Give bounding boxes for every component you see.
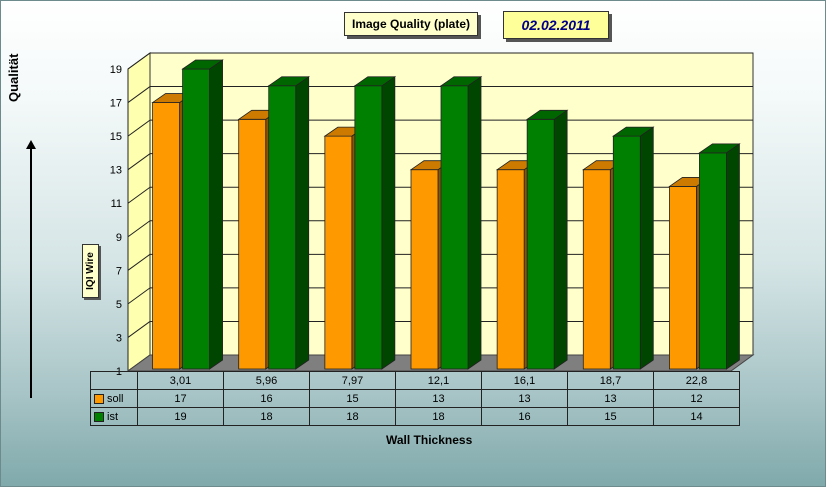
gridline-side (127, 52, 151, 70)
ist-value-cell: 18 (309, 407, 396, 426)
data-table-soll-row: soll 17 16 15 13 13 13 12 (90, 389, 740, 408)
ist-value-cell: 18 (223, 407, 310, 426)
bar-ist (181, 59, 224, 370)
bar-ist (698, 143, 741, 370)
bar-ist (353, 76, 397, 370)
gridline-side (127, 86, 151, 103)
soll-value-cell: 17 (137, 389, 224, 408)
x-axis-label: Wall Thickness (386, 433, 473, 447)
soll-value-cell: 16 (223, 389, 310, 408)
gridline-side (127, 119, 151, 137)
y-tick-label: 13 (110, 165, 122, 177)
ist-value-cell: 16 (481, 407, 568, 426)
legend-label-ist: ist (107, 410, 118, 423)
soll-value-cell: 13 (567, 389, 654, 408)
legend-soll: soll (90, 389, 138, 408)
data-table-ist-row: ist 19 18 18 18 16 15 14 (90, 407, 740, 426)
arrow-head-icon (26, 140, 36, 149)
category-cell: 16,1 (481, 371, 568, 390)
soll-value-cell: 15 (309, 389, 396, 408)
bar-ist (439, 76, 483, 370)
bar-ist (525, 109, 569, 370)
category-cell: 7,97 (309, 371, 396, 390)
gridline-side (127, 186, 151, 204)
y-tick-label: 15 (110, 131, 122, 143)
soll-value-cell: 13 (395, 389, 482, 408)
category-cell: 3,01 (137, 371, 224, 390)
data-table: 3,01 5,96 7,97 12,1 16,1 18,7 22,8 soll … (90, 371, 740, 426)
y-tick-label: 5 (116, 299, 122, 311)
chart-title: Image Quality (plate) (344, 12, 478, 36)
gridline-side (127, 253, 151, 271)
up-arrow-icon (30, 146, 32, 398)
y-axis-label-box: IQI Wire (82, 244, 99, 298)
ist-value-cell: 14 (653, 407, 740, 426)
category-cell: 12,1 (395, 371, 482, 390)
bar-ist (612, 126, 655, 370)
y-tick-label: 3 (116, 332, 122, 344)
legend-swatch-ist (94, 411, 104, 422)
data-table-category-row: 3,01 5,96 7,97 12,1 16,1 18,7 22,8 (90, 371, 740, 390)
soll-value-cell: 13 (481, 389, 568, 408)
bar-ist (267, 76, 310, 370)
y-tick-label: 9 (116, 232, 122, 244)
gridline-side (127, 321, 151, 338)
category-cell: 18,7 (567, 371, 654, 390)
gridline-side (127, 287, 151, 305)
chart-date: 02.02.2011 (503, 11, 609, 39)
y-tick-label: 17 (110, 98, 122, 110)
gridline-side (127, 220, 151, 238)
y-tick-label: 11 (111, 198, 122, 210)
ist-value-cell: 18 (395, 407, 482, 426)
ist-value-cell: 15 (567, 407, 654, 426)
data-table-corner (90, 371, 138, 390)
category-cell: 22,8 (653, 371, 740, 390)
legend-label-soll: soll (107, 392, 124, 405)
legend-ist: ist (90, 407, 138, 426)
y-tick-label: 19 (110, 64, 122, 76)
category-cell: 5,96 (223, 371, 310, 390)
ist-value-cell: 19 (137, 407, 224, 426)
gridline-side (127, 153, 151, 171)
soll-value-cell: 12 (653, 389, 740, 408)
y-tick-label: 7 (116, 265, 122, 277)
legend-swatch-soll (94, 393, 104, 404)
